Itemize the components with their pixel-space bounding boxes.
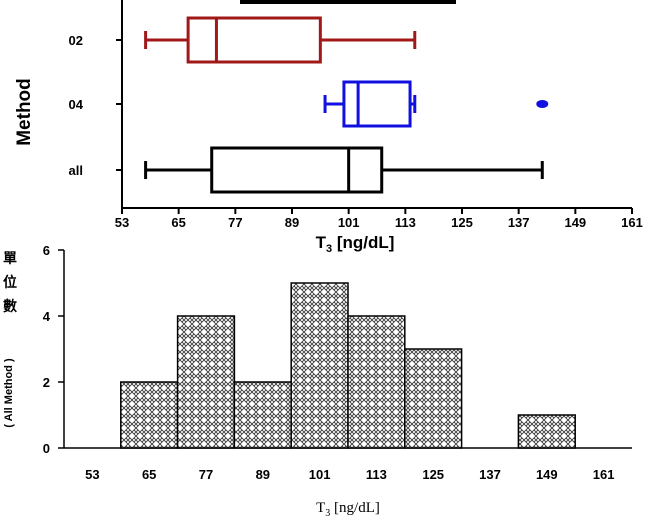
histogram-bar (347, 315, 406, 449)
histogram-bar (176, 315, 236, 449)
histogram-x-tick-label: 125 (422, 467, 444, 482)
histogram-x-tick-label: 113 (366, 467, 387, 482)
boxplot-y-tick-label: 02 (69, 33, 83, 48)
boxplot-y-tick-label: all (69, 163, 83, 178)
boxplot-y-tick-label: 04 (69, 97, 84, 112)
boxplot-x-tick-label: 101 (338, 215, 360, 230)
histogram-y-tick-label: 6 (43, 243, 50, 258)
boxplot-chart: 02 04 all 53 65 77 89 101 113 125 137 149 161 Metho… (14, 0, 643, 255)
histogram-x-tick-label: 101 (309, 467, 331, 482)
histogram-bar (290, 282, 349, 449)
boxplot-x-tick-label: 53 (115, 215, 129, 230)
boxplot-x-tick-label: 65 (171, 215, 185, 230)
histogram-y-label-char-1: 單 (3, 251, 17, 267)
boxplot-x-tick-label: 89 (285, 215, 299, 230)
histogram-y-label-char-3: 數 (3, 298, 17, 315)
histogram-x-tick-label: 89 (256, 467, 270, 482)
histogram-x-tick-label: 149 (536, 467, 558, 482)
boxplot-box (186, 16, 322, 64)
boxplot-box (342, 80, 412, 128)
boxplot-x-tick-label: 161 (621, 215, 643, 230)
boxplot-x-tick-label: 125 (451, 215, 473, 230)
histogram-x-tick-label: 53 (85, 467, 99, 482)
histogram-x-axis-label: T3 [ng/dL] (316, 500, 380, 519)
histogram-chart: 0 2 4 6 53 65 77 89 101 113 125 137 149 161 單 位 數 ( … (3, 243, 632, 519)
histogram-bar (120, 381, 179, 449)
histogram-y-tick-label: 0 (43, 441, 50, 456)
histogram-bar (233, 381, 292, 449)
histogram-y-label-sub: ( All Method ) (3, 358, 15, 428)
cropped-legend-bar (240, 0, 456, 4)
boxplot-x-tick-label: 149 (564, 215, 586, 230)
boxplot-y-axis-label: Method (14, 78, 35, 146)
boxplot-outlier-point (536, 100, 549, 108)
boxplot-box (210, 146, 384, 194)
histogram-y-tick-label: 4 (43, 309, 51, 324)
histogram-x-tick-label: 161 (593, 467, 615, 482)
histogram-bar (404, 348, 463, 449)
histogram-bar (517, 414, 576, 449)
histogram-x-tick-label: 77 (199, 467, 213, 482)
histogram-y-label-char-2: 位 (3, 274, 17, 291)
boxplot-x-tick-label: 77 (228, 215, 242, 230)
boxplot-x-axis-label: T3 [ng/dL] (316, 233, 395, 255)
histogram-y-tick-label: 2 (43, 375, 50, 390)
histogram-x-tick-label: 137 (479, 467, 501, 482)
boxplot-x-tick-label: 137 (508, 215, 530, 230)
boxplot-x-tick-label: 113 (395, 215, 416, 230)
histogram-x-tick-label: 65 (142, 467, 156, 482)
